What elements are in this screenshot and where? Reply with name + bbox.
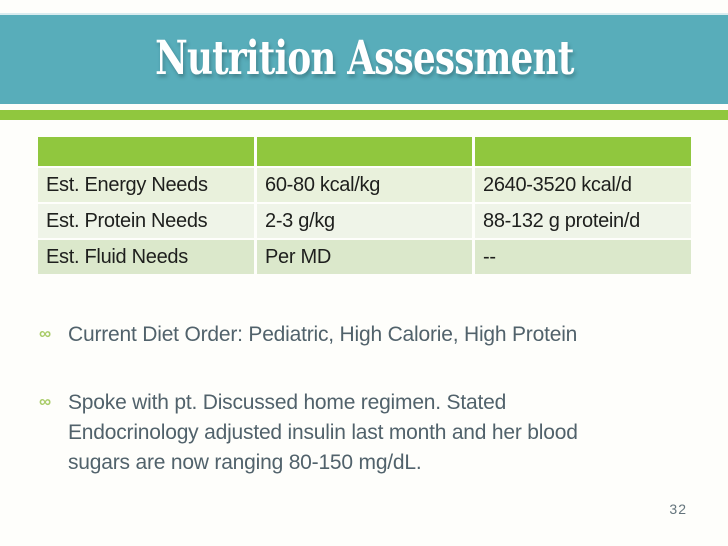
title-band: Nutrition Assessment [0,13,728,104]
table-cell-protein-label: Est. Protein Needs [38,204,254,238]
bullet-text-line: sugars are now ranging 80-150 mg/dL. [68,451,422,474]
page-number: 32 [669,501,687,517]
table-cell-energy-perday: 2640-3520 kcal/d [475,168,691,202]
bullet-text-line: Endocrinology adjusted insulin last mont… [68,421,578,444]
table-cell-protein-perday: 88-132 g protein/d [475,204,691,238]
table-header-cell [257,137,472,166]
needs-table: Est. Energy Needs 60-80 kcal/kg 2640-352… [38,137,691,274]
bullet-infinity-icon: ∞ [39,324,52,343]
bullet-text-line: Current Diet Order: Pediatric, High Calo… [68,323,578,346]
divider-bar [0,110,728,120]
bullet-infinity-icon: ∞ [39,392,52,411]
page-title: Nutrition Assessment [154,31,574,86]
bullet-item-diet-order: ∞ Current Diet Order: Pediatric, High Ca… [38,320,658,350]
bullet-item-patient-note: ∞ Spoke with pt. Discussed home regimen.… [38,388,658,478]
bullet-text-line: Spoke with pt. Discussed home regimen. S… [68,391,507,414]
table-cell-energy-perkg: 60-80 kcal/kg [257,168,472,202]
table-cell-fluid-perday: -- [475,240,691,274]
table-cell-energy-label: Est. Energy Needs [38,168,254,202]
table-header-cell [38,137,254,166]
table-cell-fluid-perkg: Per MD [257,240,472,274]
table-cell-fluid-label: Est. Fluid Needs [38,240,254,274]
table-header-cell [475,137,691,166]
table-cell-protein-perkg: 2-3 g/kg [257,204,472,238]
